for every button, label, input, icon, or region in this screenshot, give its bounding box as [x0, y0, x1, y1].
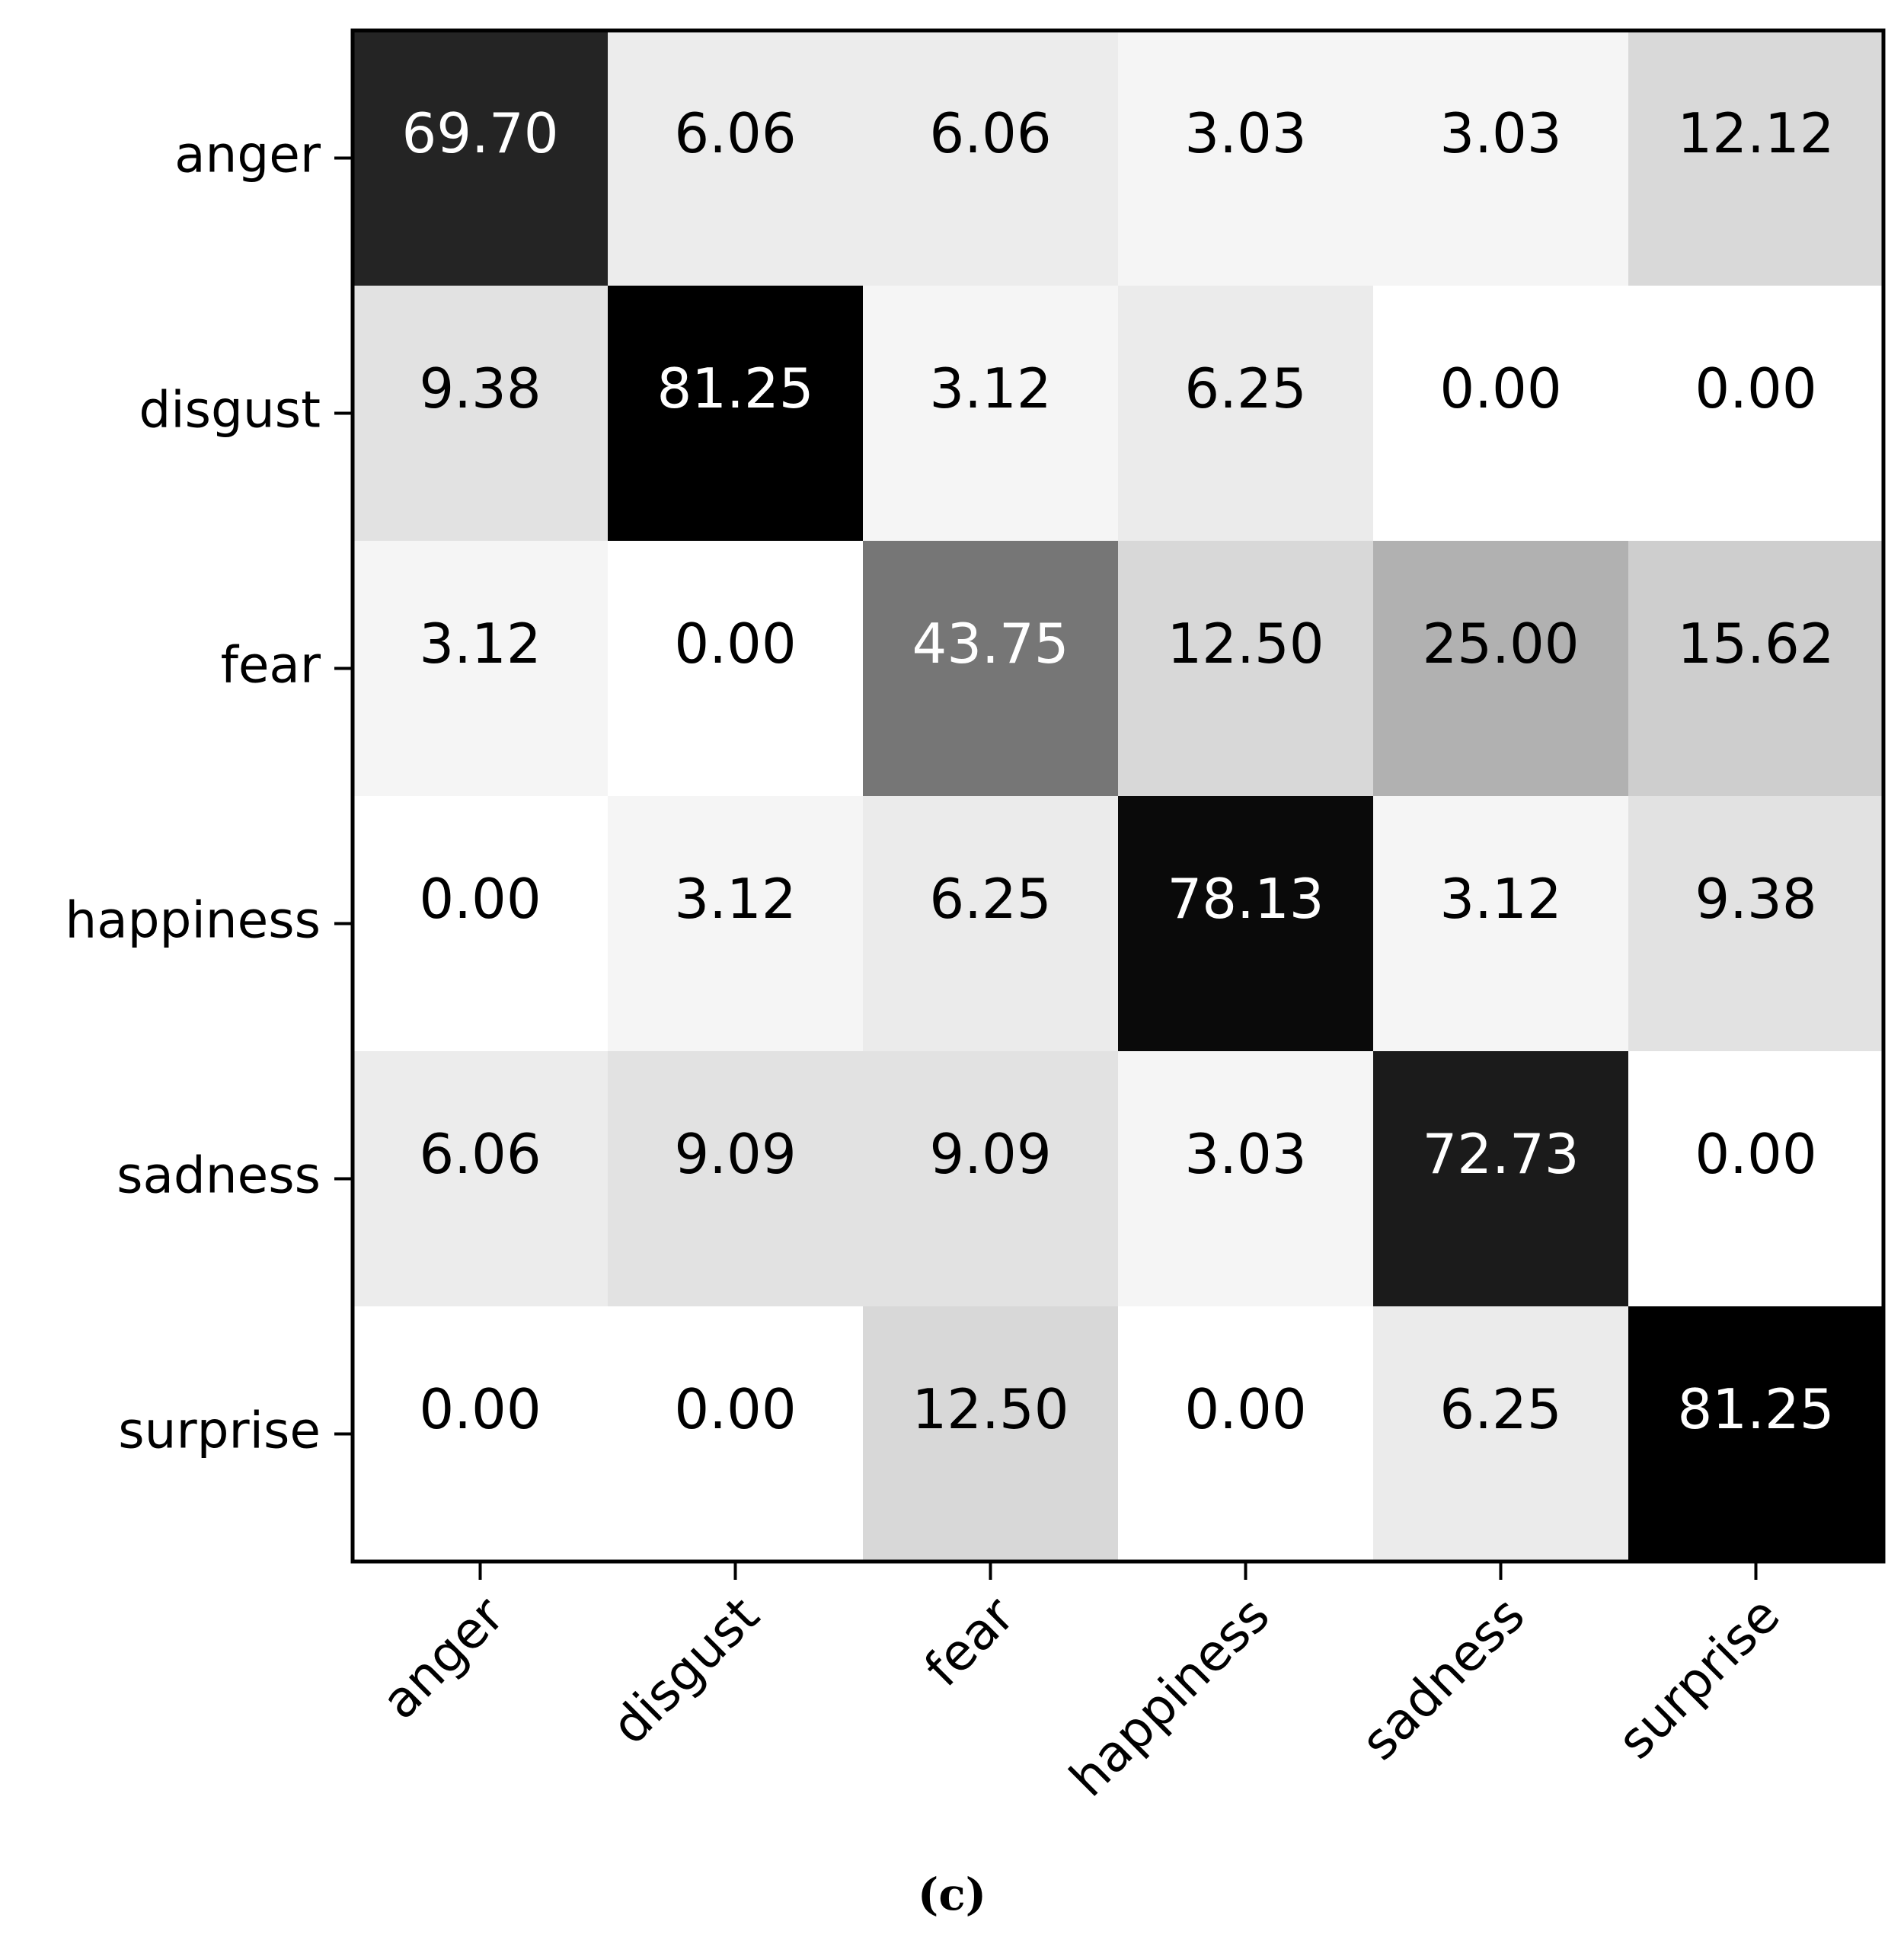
- heatmap-cell: [863, 541, 1119, 797]
- heatmap-cell: [353, 796, 609, 1052]
- cell-value-label: 43.75: [912, 612, 1069, 676]
- heatmap-cell: [608, 286, 864, 542]
- cell-value-label: 12.50: [1167, 612, 1324, 676]
- cell-value-label: 3.03: [1439, 101, 1561, 165]
- y-tick-label: sadness: [117, 1146, 321, 1205]
- plot-frame: [350, 28, 1886, 1564]
- cell-value-label: 9.09: [929, 1122, 1051, 1186]
- cell-value-label: 0.00: [674, 1377, 796, 1441]
- figure-caption: (c): [917, 1868, 987, 1920]
- heatmap-cell: [1373, 541, 1629, 797]
- heatmap-cell: [1118, 286, 1374, 542]
- heatmap-cell: [608, 796, 864, 1052]
- x-tick-label: anger: [370, 1585, 516, 1731]
- cell-value-label: 81.25: [656, 356, 813, 420]
- x-tick-label: disgust: [600, 1586, 770, 1756]
- heatmap-cell: [608, 541, 864, 797]
- heatmap-cell: [863, 796, 1119, 1052]
- cell-value-label: 15.62: [1677, 612, 1834, 676]
- cell-value-label: 9.38: [419, 356, 541, 420]
- heatmap-cell: [1118, 1051, 1374, 1307]
- heatmap-cells: [353, 30, 1884, 1562]
- cell-value-label: 0.00: [1695, 356, 1816, 420]
- cell-value-label: 0.00: [1184, 1377, 1306, 1441]
- heatmap-cell: [1628, 541, 1884, 797]
- heatmap-cell: [1628, 286, 1884, 542]
- heatmap-cell: [1373, 1051, 1629, 1307]
- heatmap-cell: [1118, 30, 1374, 286]
- heatmap-cell: [1373, 1306, 1629, 1562]
- cell-value-label: 6.25: [1439, 1377, 1561, 1441]
- cell-value-label: 69.70: [401, 101, 558, 165]
- cell-value-label: 25.00: [1422, 612, 1579, 676]
- heatmap-cell: [1373, 796, 1629, 1052]
- cell-value-label: 78.13: [1167, 867, 1324, 931]
- cell-value-label: 81.25: [1677, 1377, 1834, 1441]
- x-tick-label: surprise: [1606, 1586, 1791, 1770]
- heatmap-cell: [1628, 796, 1884, 1052]
- cell-value-label: 0.00: [1439, 356, 1561, 420]
- heatmap-cell: [353, 286, 609, 542]
- cell-value-label: 3.12: [929, 356, 1051, 420]
- heatmap-cell: [1628, 30, 1884, 286]
- heatmap-cell: [1628, 1051, 1884, 1307]
- cell-value-label: 3.12: [1439, 867, 1561, 931]
- heatmap-cell: [608, 1051, 864, 1307]
- cell-value-label: 3.12: [419, 612, 541, 676]
- heatmap-cell: [353, 30, 609, 286]
- cell-value-label: 12.12: [1677, 101, 1834, 165]
- cell-value-label: 3.03: [1184, 101, 1306, 165]
- y-tick-label: fear: [221, 636, 321, 695]
- heatmap-cell: [863, 1051, 1119, 1307]
- heatmap-cell: [1628, 1306, 1884, 1562]
- y-tick-label: surprise: [118, 1402, 321, 1460]
- heatmap-cell: [353, 1051, 609, 1307]
- heatmap-cell: [1118, 1306, 1374, 1562]
- cell-value-label: 0.00: [419, 1377, 541, 1441]
- cell-value-label: 12.50: [912, 1377, 1069, 1441]
- heatmap-cell: [608, 30, 864, 286]
- heatmap-cell: [1373, 30, 1629, 286]
- heatmap-cell: [353, 541, 609, 797]
- heatmap-cell-values: 69.70 6.06 6.06 3.03 3.03 12.12 9.38 81.25 3.12 6…: [401, 101, 1834, 1441]
- heatmap-cell: [863, 286, 1119, 542]
- x-tick-label: fear: [913, 1585, 1026, 1698]
- cell-value-label: 9.09: [674, 1122, 796, 1186]
- cell-value-label: 3.03: [1184, 1122, 1306, 1186]
- cell-value-label: 6.25: [1184, 356, 1306, 420]
- heatmap-cell: [353, 1306, 609, 1562]
- y-tick-label: happiness: [65, 891, 321, 950]
- x-tick-label: sadness: [1350, 1586, 1536, 1772]
- cell-value-label: 9.38: [1695, 867, 1816, 931]
- cell-value-label: 72.73: [1422, 1122, 1579, 1186]
- cell-value-label: 6.25: [929, 867, 1051, 931]
- y-tick-label: disgust: [139, 381, 321, 440]
- cell-value-label: 3.12: [674, 867, 796, 931]
- heatmap-cell: [1118, 796, 1374, 1052]
- cell-value-label: 6.06: [419, 1122, 541, 1186]
- heatmap-cell: [1373, 286, 1629, 542]
- x-axis: anger disgust fear happiness sadness surprise: [370, 1562, 1791, 1808]
- x-tick-label: happiness: [1059, 1586, 1281, 1808]
- cell-value-label: 6.06: [674, 101, 796, 165]
- y-axis: anger disgust fear happiness sadness surprise: [65, 126, 353, 1460]
- heatmap-cell: [1118, 541, 1374, 797]
- cell-value-label: 0.00: [1695, 1122, 1816, 1186]
- heatmap-cell: [863, 30, 1119, 286]
- cell-value-label: 6.06: [929, 101, 1051, 165]
- heatmap-cell: [863, 1306, 1119, 1562]
- cell-value-label: 0.00: [674, 612, 796, 676]
- y-tick-label: anger: [174, 126, 321, 184]
- cell-value-label: 0.00: [419, 867, 541, 931]
- heatmap-cell: [608, 1306, 864, 1562]
